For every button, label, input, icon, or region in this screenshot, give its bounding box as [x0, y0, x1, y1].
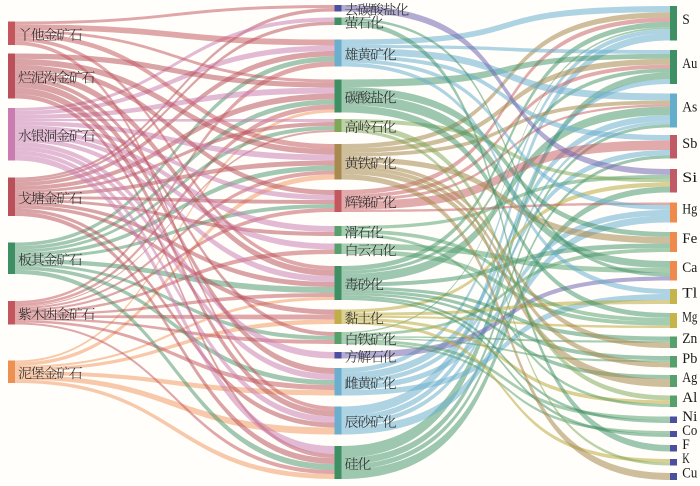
svg-text:As: As [682, 100, 697, 116]
svg-text:Pb: Pb [682, 351, 697, 367]
svg-text:K: K [682, 451, 690, 467]
svg-text:Si: Si [682, 170, 697, 186]
svg-text:Mg: Mg [682, 310, 697, 326]
svg-text:Co: Co [682, 423, 697, 439]
svg-text:Fe: Fe [682, 231, 697, 247]
svg-text:Ag: Ag [682, 370, 697, 386]
svg-text:F: F [682, 437, 690, 453]
svg-text:Hg: Hg [682, 202, 697, 218]
svg-text:Ca: Ca [682, 260, 697, 276]
svg-text:Sb: Sb [682, 136, 697, 152]
svg-text:Tl: Tl [682, 286, 697, 302]
svg-text:Zn: Zn [682, 331, 697, 347]
svg-text:Ni: Ni [682, 409, 697, 425]
svg-text:Cu: Cu [682, 466, 697, 482]
svg-text:Al: Al [682, 390, 697, 406]
svg-text:S: S [682, 12, 690, 28]
svg-text:Au: Au [682, 56, 697, 72]
